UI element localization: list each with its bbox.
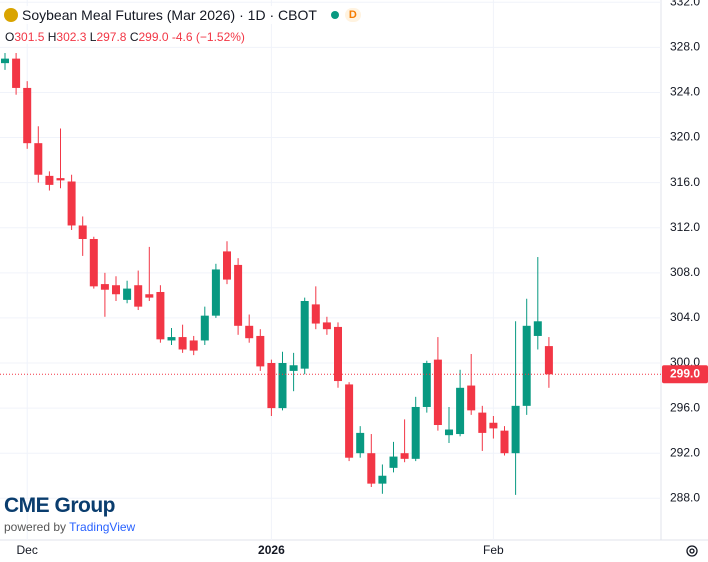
ohlc-value: 302.3 xyxy=(56,30,87,44)
chart-title: Soybean Meal Futures (Mar 2026) · 1D · C… xyxy=(22,7,317,23)
settings-icon[interactable] xyxy=(686,545,698,557)
candle-body xyxy=(400,453,409,459)
candle-body xyxy=(56,178,65,181)
x-tick-label: 2026 xyxy=(258,543,285,557)
powered-by-text: powered by xyxy=(4,520,67,534)
candle-body xyxy=(378,475,387,484)
ohlc-value: 297.8 xyxy=(96,30,127,44)
candle-body xyxy=(89,238,98,287)
change-pct: (−1.52%) xyxy=(195,30,245,44)
y-tick-label: 312.0 xyxy=(670,220,700,234)
candle-body xyxy=(489,422,498,429)
status-dot xyxy=(330,11,339,19)
last-price-label: 299.0 xyxy=(670,366,700,380)
last-price-tag xyxy=(662,365,708,384)
ohlc-key: O xyxy=(5,30,15,44)
powered-by: powered by TradingView xyxy=(4,520,135,534)
candle-body xyxy=(234,264,243,326)
y-tick-label: 316.0 xyxy=(670,175,700,189)
candle-body xyxy=(433,359,442,426)
candle-body xyxy=(78,225,87,239)
y-tick-label: 292.0 xyxy=(670,445,700,459)
candle-body xyxy=(12,58,21,88)
candle-body xyxy=(456,387,465,435)
candle-body xyxy=(145,294,154,298)
candle-body xyxy=(178,337,187,350)
header: Soybean Meal Futures (Mar 2026) · 1D · C… xyxy=(0,6,365,24)
candle-body xyxy=(134,285,143,307)
candle-body xyxy=(23,87,32,144)
x-tick-label: Dec xyxy=(17,543,38,557)
y-tick-label: 308.0 xyxy=(670,265,700,279)
gear-inner xyxy=(689,548,695,554)
ohlc-key: C xyxy=(129,30,139,44)
candle-body xyxy=(478,412,487,433)
candle-body xyxy=(345,384,354,458)
candle-body xyxy=(311,304,320,324)
candle-body xyxy=(289,365,298,371)
candle-body xyxy=(322,322,331,330)
candle-body xyxy=(200,315,209,341)
candle-body xyxy=(123,288,132,300)
candle-body xyxy=(100,284,109,290)
candle-body xyxy=(278,363,287,409)
y-tick-label: 324.0 xyxy=(670,85,700,99)
candle-body xyxy=(389,456,398,468)
candle-body xyxy=(167,337,176,341)
candle-body xyxy=(1,58,9,64)
ohlc-value: 299.0 xyxy=(138,30,169,44)
y-tick-label: 296.0 xyxy=(670,400,700,414)
logo: CME Group powered by TradingView xyxy=(4,494,135,534)
candle-body xyxy=(45,175,54,185)
candle-body xyxy=(533,321,542,336)
ohlc-value: 301.5 xyxy=(14,30,45,44)
candle-body xyxy=(500,430,509,454)
gear-outer xyxy=(686,545,698,557)
candle-body xyxy=(467,385,476,411)
powered-by-brand: TradingView xyxy=(69,520,136,534)
y-tick-label: 304.0 xyxy=(670,310,700,324)
candle-body xyxy=(445,429,453,436)
candle-body xyxy=(223,251,231,280)
candle-body xyxy=(522,325,531,406)
candle-body xyxy=(300,301,309,369)
candle-body xyxy=(356,432,365,454)
candle-body xyxy=(34,143,43,175)
ohlc-legend: O301.5 H302.3 L297.8 C299.0 -4.6 (−1.52%… xyxy=(5,30,245,44)
y-tick-label: 328.0 xyxy=(670,40,700,54)
ohlc-key: H xyxy=(47,30,57,44)
symbol-icon xyxy=(4,8,18,22)
candle-body xyxy=(245,325,254,339)
y-tick-label: 320.0 xyxy=(670,130,700,144)
ohlc-key: L xyxy=(89,30,97,44)
candle-body xyxy=(67,181,76,226)
brand: CME Group xyxy=(4,494,116,517)
candle-body xyxy=(189,340,198,351)
candle-body xyxy=(156,291,165,340)
candle-body xyxy=(422,363,431,407)
y-tick-label: 332.0 xyxy=(670,0,700,8)
candle-body xyxy=(211,269,220,316)
candle-body xyxy=(112,285,120,295)
candle-body xyxy=(367,453,376,484)
candle-body xyxy=(256,335,265,367)
interval-badge: D xyxy=(344,8,361,22)
change: -4.6 xyxy=(171,30,193,44)
candle-body xyxy=(267,363,276,409)
candle-body xyxy=(334,326,342,382)
x-tick-label: Feb xyxy=(483,543,504,557)
candle-body xyxy=(411,406,420,459)
y-tick-label: 288.0 xyxy=(670,490,700,504)
icon-dot xyxy=(4,8,18,22)
candle-body xyxy=(511,405,520,454)
candle-body xyxy=(544,346,553,375)
